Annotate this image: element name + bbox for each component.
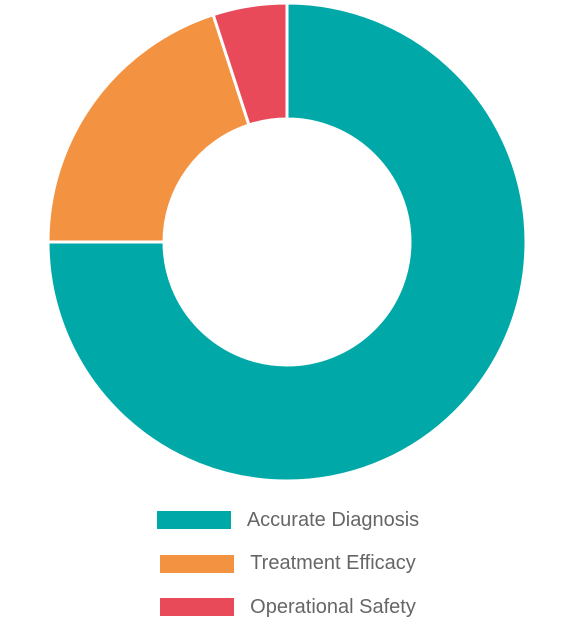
donut-segment [46, 1, 528, 483]
legend-swatch [156, 511, 231, 529]
legend-item: Accurate Diagnosis [156, 505, 420, 535]
legend-swatch [160, 598, 235, 616]
legend-item: Treatment Efficacy [160, 549, 416, 579]
donut-segment [46, 12, 251, 244]
legend-item: Operational Safety [160, 592, 416, 622]
legend-label: Treatment Efficacy [250, 552, 416, 574]
donut-segment [211, 1, 289, 127]
legend: Accurate Diagnosis Treatment Efficacy Oper… [0, 505, 576, 636]
legend-label: Accurate Diagnosis [246, 508, 420, 531]
donut [46, 1, 528, 483]
legend-label: Operational Safety [250, 595, 416, 618]
legend-swatch [160, 554, 235, 573]
